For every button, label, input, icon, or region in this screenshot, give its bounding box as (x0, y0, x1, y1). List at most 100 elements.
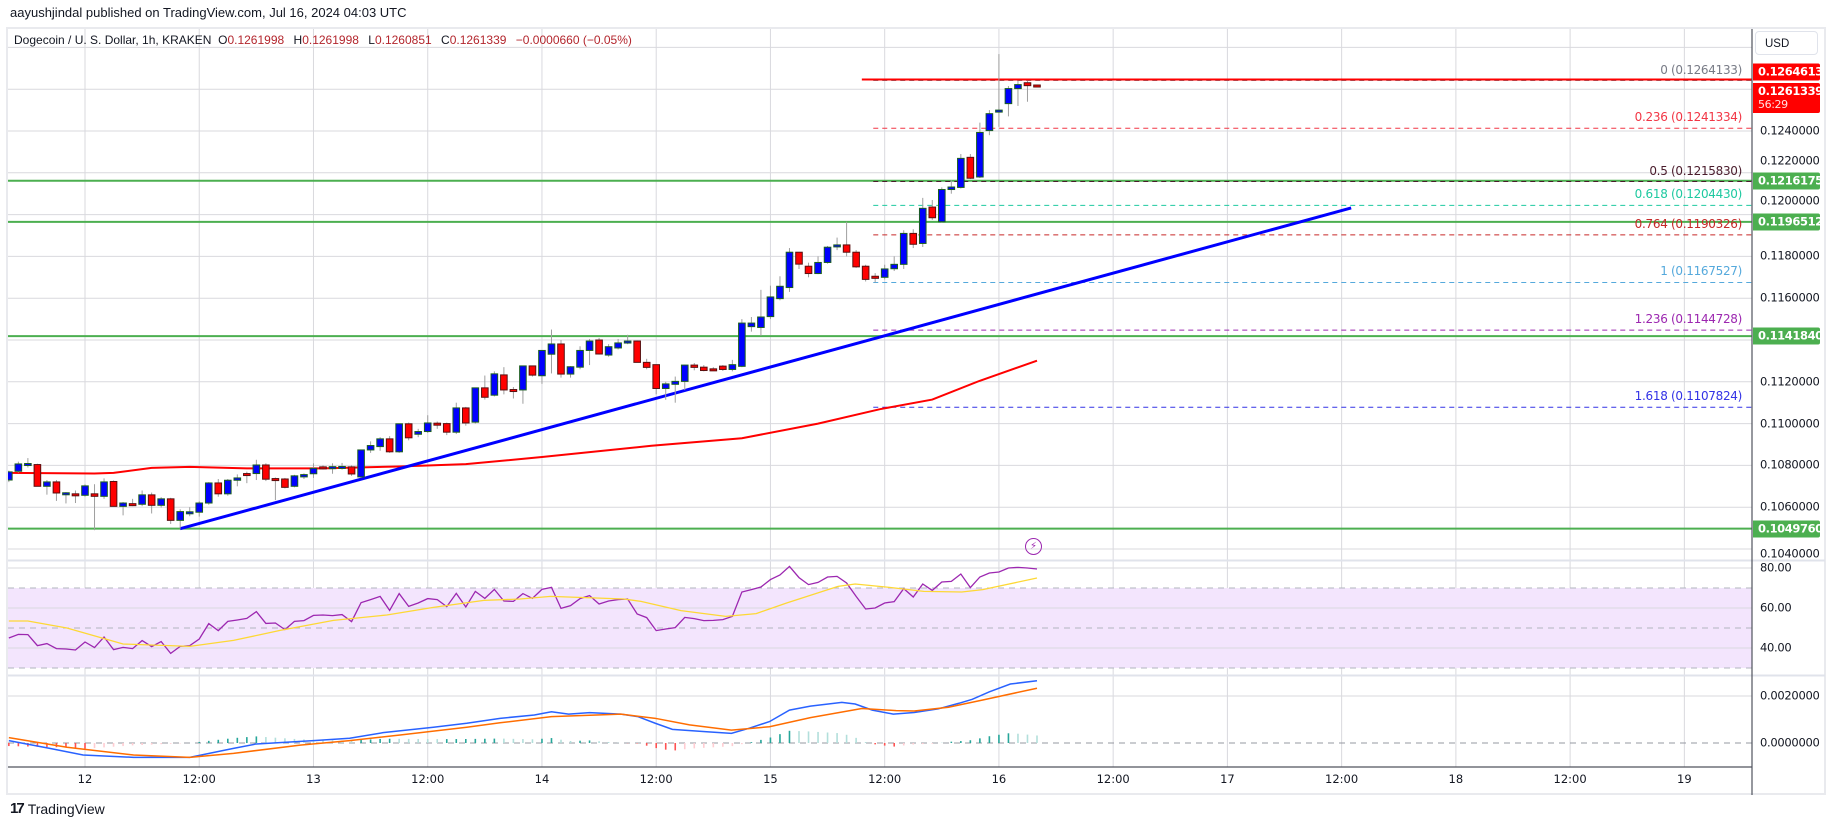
time-tick-label: 14 (534, 772, 550, 786)
high-label: H (293, 33, 303, 47)
candle-down (871, 275, 879, 279)
time-tick-label: 12:00 (1553, 772, 1587, 786)
price-tick-label: 0.1100000 (1760, 416, 1820, 431)
candle-up (14, 463, 23, 472)
candle-up (290, 475, 299, 487)
candle-up (100, 481, 108, 497)
candle-up (204, 482, 213, 504)
price-tick-label: 0.1080000 (1760, 457, 1820, 472)
price-tick-label: 0.1220000 (1760, 153, 1820, 168)
level-badge: 0.1216175 (1753, 172, 1823, 190)
candle-up (680, 364, 689, 382)
candle-down (1033, 84, 1041, 88)
candle-up (452, 407, 461, 433)
candle-down (33, 464, 42, 487)
rsi-tick-label: 40.00 (1760, 640, 1792, 655)
candle-down (262, 464, 270, 480)
candle-up (1014, 84, 1022, 90)
candle-down (109, 480, 118, 507)
candle-up (957, 157, 965, 188)
open-label: O (218, 33, 228, 47)
candle-down (433, 422, 442, 426)
candle-down (385, 438, 394, 453)
level-badge: 0.1196512 (1753, 213, 1823, 231)
candle-down (462, 407, 470, 424)
fib-level-label: 0.236 (0.1241334) (1634, 110, 1743, 125)
time-tick-label: 12:00 (182, 772, 216, 786)
low-value: 0.1260851 (374, 33, 432, 47)
open-value: 0.1261998 (227, 33, 285, 47)
candle-down (281, 478, 289, 488)
rsi-pane (8, 565, 1752, 669)
level-price: 0.1049760 (1758, 521, 1823, 536)
candle-down (633, 340, 641, 363)
lightning-icon[interactable]: ⚡ (1025, 538, 1042, 555)
candle-down (404, 423, 413, 439)
tradingview-logo[interactable]: 17 TradingView (10, 800, 105, 817)
fib-level-label: 1.618 (0.1107824) (1634, 389, 1743, 404)
level-price: 0.1196512 (1758, 214, 1823, 229)
macd-line (8, 679, 1038, 759)
candle-up (395, 423, 403, 453)
candle-up (938, 189, 946, 223)
candle-down (500, 374, 508, 391)
candle-up (728, 364, 737, 370)
candle-down (1023, 82, 1032, 87)
currency-button[interactable]: USD (1755, 31, 1818, 55)
candle-up (185, 511, 194, 515)
candle-up (833, 244, 841, 248)
candle-up (43, 481, 51, 487)
high-value: 0.1261998 (302, 33, 359, 47)
candle-down (214, 482, 223, 495)
candle-up (366, 445, 375, 451)
candle-down (909, 232, 918, 245)
fib-level-label: 0.5 (0.1215830) (1649, 163, 1742, 178)
symbol-title: Dogecoin / U. S. Dollar, 1h, KRAKEN (14, 33, 212, 47)
moving-average-line (8, 359, 1038, 475)
candle-up (471, 387, 480, 423)
time-tick-label: 15 (763, 772, 778, 786)
time-tick-label: 12:00 (868, 772, 902, 786)
candle-up (976, 131, 984, 178)
candle-down (804, 265, 813, 275)
candle-up (995, 109, 1003, 113)
fib-level-label: 0.618 (0.1204430) (1634, 187, 1743, 202)
candle-up (604, 346, 613, 356)
macd-signal-line (8, 687, 1038, 759)
level-price: 0.1141840 (1758, 328, 1823, 343)
candle-up (376, 438, 384, 448)
candle-up (661, 383, 670, 389)
candle-down (481, 387, 489, 398)
candle-down (719, 365, 727, 370)
fib-level-label: 1.236 (0.1144728) (1634, 312, 1743, 327)
candle-down (52, 481, 61, 494)
candle-up (547, 343, 556, 355)
candle-up (62, 492, 70, 496)
level-price: 0.1216175 (1758, 173, 1823, 188)
candle-up (519, 365, 527, 391)
candle-up (423, 422, 432, 433)
candle-up (614, 342, 622, 349)
fib-level-label: 0 (0.1264133) (1660, 62, 1742, 77)
candle-up (585, 340, 594, 351)
time-tick-label: 12:00 (411, 772, 445, 786)
price-tick-label: 0.1200000 (1760, 193, 1820, 208)
candle-up (357, 449, 365, 478)
last-price: 0.1261339 (1758, 84, 1823, 99)
candle-up (947, 186, 956, 191)
candle-up (233, 477, 242, 481)
level-badge: 0.1141840 (1753, 327, 1823, 345)
candle-up (119, 502, 127, 507)
candle-down (595, 339, 603, 355)
candle-up (785, 251, 794, 289)
candle-up (24, 463, 32, 467)
macd-tick-label: 0.0000000 (1760, 735, 1820, 750)
candle-down (509, 389, 518, 393)
candle-up (738, 322, 746, 367)
candle-down (795, 251, 803, 265)
candle-down (71, 493, 80, 497)
rsi-tick-label: 60.00 (1760, 600, 1792, 615)
change-value: −0.0000660 (−0.05%) (515, 33, 632, 47)
rsi-tick-label: 80.00 (1760, 560, 1792, 575)
